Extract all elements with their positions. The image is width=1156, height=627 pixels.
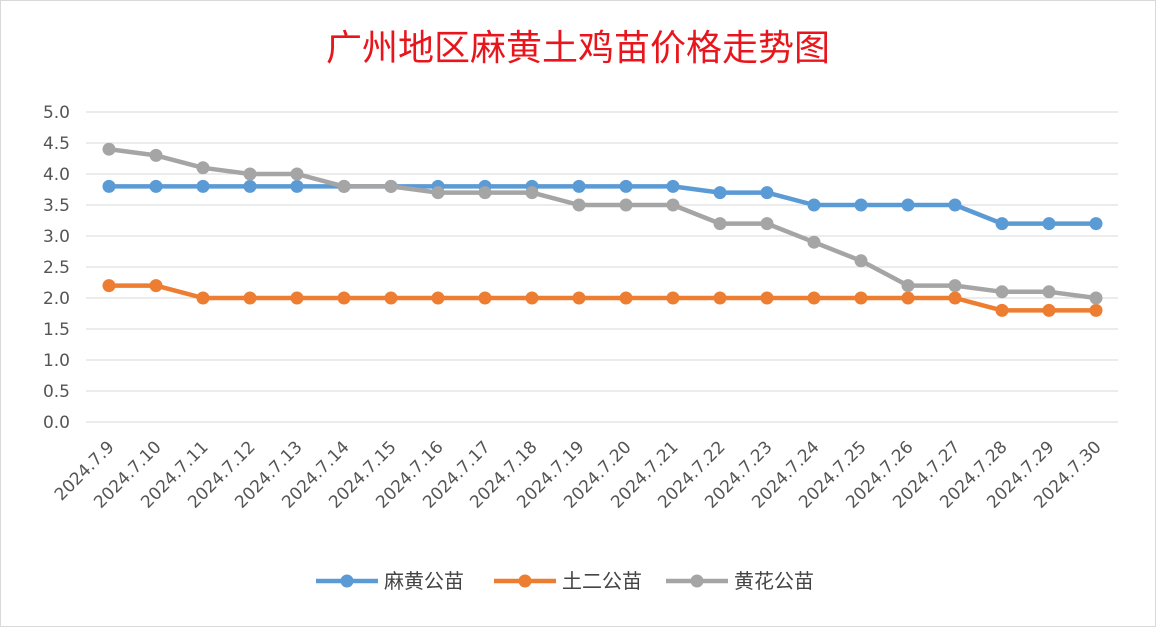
- series-2: [102, 279, 1103, 317]
- data-point: [1089, 303, 1103, 317]
- data-point: [478, 186, 492, 200]
- data-point: [666, 179, 680, 193]
- data-point: [290, 167, 304, 181]
- data-point: [196, 161, 210, 175]
- data-point: [478, 291, 492, 305]
- data-point: [572, 179, 586, 193]
- legend: 麻黄公苗 土二公苗 黄花公苗: [316, 569, 814, 593]
- legend-item-1: 麻黄公苗: [316, 569, 464, 593]
- data-point: [854, 291, 868, 305]
- data-point: [666, 291, 680, 305]
- data-point: [102, 179, 116, 193]
- y-tick-label: 2.5: [43, 258, 70, 278]
- series-line: [109, 283, 1096, 313]
- data-point: [713, 186, 727, 200]
- y-tick-label: 4.0: [43, 165, 70, 185]
- series-line: [109, 184, 1096, 226]
- data-point: [619, 198, 633, 212]
- data-point: [995, 303, 1009, 317]
- y-tick-label: 2.0: [43, 289, 70, 309]
- data-point: [337, 291, 351, 305]
- data-point: [290, 291, 304, 305]
- data-point: [149, 279, 163, 293]
- data-point: [619, 179, 633, 193]
- data-point: [619, 291, 633, 305]
- data-point: [901, 198, 915, 212]
- data-point: [149, 179, 163, 193]
- data-point: [1042, 285, 1056, 299]
- data-point: [525, 186, 539, 200]
- data-point: [196, 291, 210, 305]
- data-point: [948, 279, 962, 293]
- data-point: [243, 179, 257, 193]
- data-point: [384, 291, 398, 305]
- data-point: [572, 198, 586, 212]
- data-point: [760, 217, 774, 231]
- series-3: [102, 142, 1103, 305]
- data-point: [243, 291, 257, 305]
- data-point: [196, 179, 210, 193]
- y-tick-label: 1.0: [43, 351, 70, 371]
- y-tick-label: 5.0: [43, 103, 70, 123]
- data-point: [102, 279, 116, 293]
- chart-title: 广州地区麻黄土鸡苗价格走势图: [326, 28, 830, 69]
- y-tick-label: 3.5: [43, 196, 70, 216]
- series-layer: [102, 142, 1103, 317]
- data-point: [901, 291, 915, 305]
- legend-item-3: 黄花公苗: [666, 569, 814, 593]
- legend-label: 黄花公苗: [734, 569, 814, 593]
- y-tick-label: 4.5: [43, 134, 70, 154]
- series-line: [108, 146, 1097, 301]
- legend-swatch-marker: [518, 574, 532, 588]
- data-point: [713, 217, 727, 231]
- data-point: [431, 291, 445, 305]
- data-point: [1089, 217, 1103, 231]
- data-point: [431, 186, 445, 200]
- data-point: [948, 198, 962, 212]
- data-point: [948, 291, 962, 305]
- data-point: [525, 291, 539, 305]
- data-point: [1042, 217, 1056, 231]
- y-tick-label: 0.5: [43, 382, 70, 402]
- legend-label: 麻黄公苗: [384, 569, 464, 593]
- data-point: [384, 179, 398, 193]
- data-point: [572, 291, 586, 305]
- data-point: [1042, 303, 1056, 317]
- legend-label: 土二公苗: [562, 569, 642, 593]
- data-point: [901, 279, 915, 293]
- y-tick-label: 1.5: [43, 320, 70, 340]
- data-point: [666, 198, 680, 212]
- y-tick-label: 3.0: [43, 227, 70, 247]
- data-point: [807, 291, 821, 305]
- data-point: [995, 285, 1009, 299]
- data-point: [854, 254, 868, 268]
- data-point: [243, 167, 257, 181]
- data-point: [149, 148, 163, 162]
- legend-item-2: 土二公苗: [494, 569, 642, 593]
- y-axis-ticks: 0.0 0.5 1.0 1.5 2.0 2.5 3.0 3.5 4.0 4.5 5.0: [43, 103, 70, 433]
- data-point: [760, 186, 774, 200]
- data-point: [102, 142, 116, 156]
- data-point: [713, 291, 727, 305]
- data-point: [995, 217, 1009, 231]
- data-point: [1089, 291, 1103, 305]
- data-point: [807, 235, 821, 249]
- data-point: [854, 198, 868, 212]
- data-point: [290, 179, 304, 193]
- legend-swatch-marker: [340, 574, 354, 588]
- y-tick-label: 0.0: [43, 413, 70, 433]
- legend-swatch-marker: [690, 574, 704, 588]
- data-point: [807, 198, 821, 212]
- data-point: [337, 179, 351, 193]
- data-point: [760, 291, 774, 305]
